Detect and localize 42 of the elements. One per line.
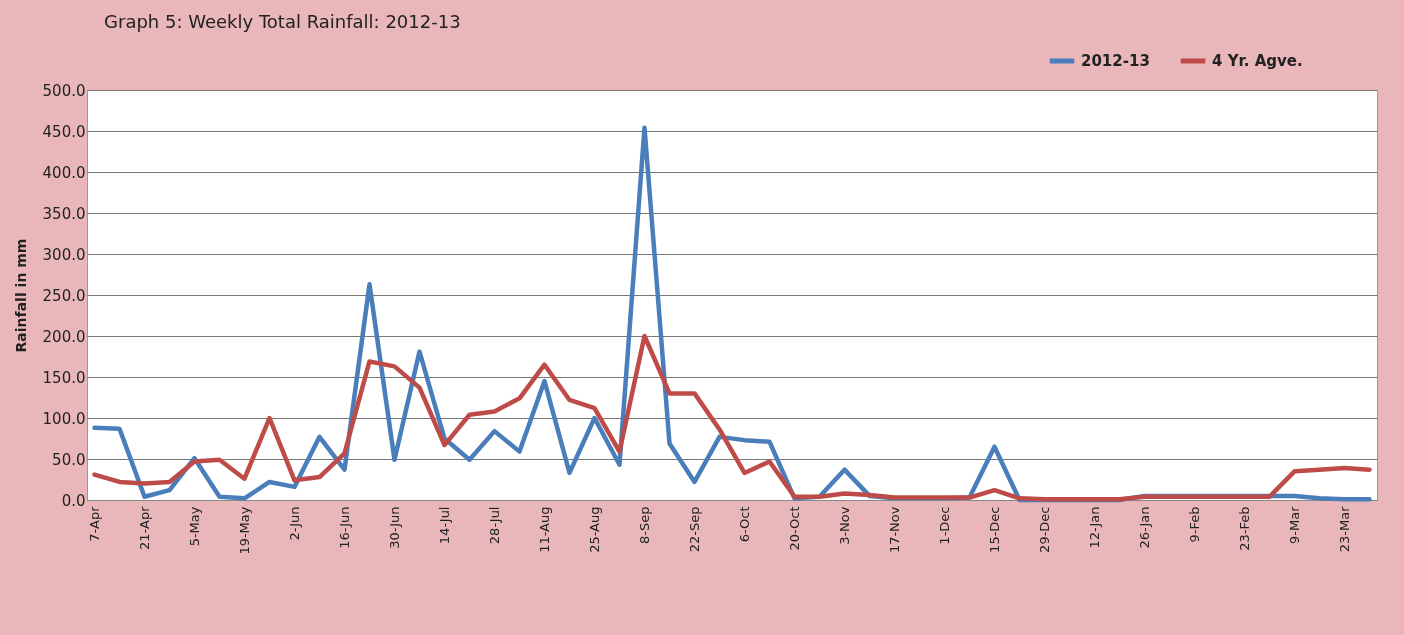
- x-tick-label: 28-Jul: [487, 506, 502, 545]
- legend-label: 2012-13: [1081, 52, 1150, 70]
- x-tick-label: 16-Jun: [337, 506, 352, 549]
- x-tick-label: 3-Nov: [837, 506, 852, 545]
- y-tick-label: 250.0: [42, 286, 86, 305]
- x-tick-label: 11-Aug: [537, 506, 552, 553]
- y-tick-label: 350.0: [42, 204, 86, 223]
- x-tick-label: 22-Sep: [687, 506, 702, 553]
- y-tick-label: 450.0: [42, 122, 86, 141]
- y-tick-label: 100.0: [42, 409, 86, 428]
- y-tick-label: 300.0: [42, 245, 86, 264]
- y-tick-label: 200.0: [42, 327, 86, 346]
- x-tick-label: 2-Jun: [287, 506, 302, 541]
- x-tick-label: 30-Jun: [387, 506, 402, 549]
- y-axis-title: Rainfall in mm: [12, 238, 29, 353]
- x-tick-label: 8-Sep: [637, 506, 652, 544]
- y-tick-label: 500.0: [42, 81, 86, 100]
- x-tick-label: 19-May: [237, 506, 252, 555]
- x-tick-label: 12-Jan: [1087, 506, 1102, 549]
- chart-title: Graph 5: Weekly Total Rainfall: 2012-13: [104, 11, 461, 32]
- x-tick-label: 23-Feb: [1237, 506, 1252, 551]
- x-tick-label: 1-Dec: [937, 506, 952, 545]
- x-tick-label: 5-May: [187, 506, 202, 547]
- x-tick-label: 20-Oct: [787, 506, 802, 551]
- y-tick-label: 0.0: [61, 491, 86, 510]
- y-tick-label: 400.0: [42, 163, 86, 182]
- legend-label: 4 Yr. Agve.: [1212, 52, 1303, 70]
- line-series: [92, 333, 1372, 502]
- x-tick-label: 17-Nov: [887, 506, 902, 554]
- x-tick-label: 14-Jul: [437, 506, 452, 545]
- x-tick-label: 15-Dec: [987, 506, 1002, 553]
- x-tick-label: 23-Mar: [1337, 505, 1352, 553]
- x-tick-label: 29-Dec: [1037, 506, 1052, 553]
- x-tick-label: 6-Oct: [737, 506, 752, 543]
- x-tick-label: 26-Jan: [1137, 506, 1152, 549]
- y-tick-label: 50.0: [52, 450, 86, 469]
- x-tick-label: 9-Feb: [1187, 506, 1202, 543]
- x-tick-label: 25-Aug: [587, 506, 602, 553]
- x-tick-label: 21-Apr: [137, 505, 152, 550]
- x-tick-label: 9-Mar: [1287, 505, 1302, 544]
- x-tick-label: 7-Apr: [87, 505, 102, 542]
- y-tick-label: 150.0: [42, 368, 86, 387]
